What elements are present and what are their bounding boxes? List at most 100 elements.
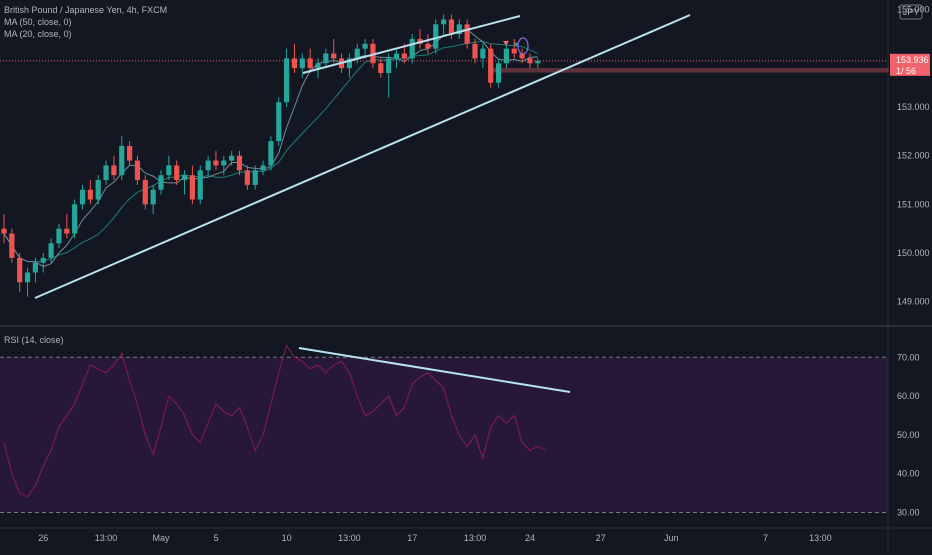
candle-body <box>346 58 352 69</box>
candle-body <box>9 233 15 258</box>
rsi-legend: RSI (14, close) <box>4 334 64 346</box>
price-tick-label: 149.000 <box>897 297 930 307</box>
candle-body <box>354 48 360 59</box>
candle-body <box>87 189 93 200</box>
candle-body <box>315 63 321 69</box>
rsi-band <box>0 357 888 513</box>
rsi-line <box>3 344 546 498</box>
marker-dot-icon <box>514 42 518 46</box>
candle-body <box>488 48 494 83</box>
candle-body <box>64 228 70 234</box>
time-tick-label: 26 <box>38 533 48 543</box>
current-price-tag <box>890 53 930 76</box>
time-tick-label: 13:00 <box>464 533 487 543</box>
candle-body <box>284 58 290 103</box>
time-tick-label: 27 <box>596 533 606 543</box>
candle-body <box>331 53 337 59</box>
rsi-axis[interactable]: 30.00 40.00 50.00 60.00 70.00 <box>897 352 920 517</box>
candle-body <box>323 53 329 64</box>
candle-body <box>236 155 243 171</box>
rsi-tick-label: 40.00 <box>897 469 920 479</box>
price-tick-label: 153.000 <box>897 102 930 112</box>
candle-body <box>378 63 384 73</box>
currency-badge[interactable] <box>899 4 923 20</box>
ma50-legend[interactable]: MA (50, close, 0) <box>4 17 72 27</box>
candle-body <box>519 53 525 59</box>
candle-body <box>386 58 392 73</box>
candle-body <box>480 48 486 59</box>
time-tick-label: 5 <box>213 533 218 543</box>
candle-body <box>433 24 439 49</box>
candle-body <box>189 175 195 200</box>
rsi-path <box>3 344 546 498</box>
candle-body <box>17 257 23 283</box>
candle-body <box>1 228 7 234</box>
candle-body <box>535 60 541 64</box>
candle-body <box>119 145 125 176</box>
candle-body <box>393 53 400 59</box>
candle-body <box>252 170 258 185</box>
candle-body <box>24 272 31 283</box>
candle-body <box>174 165 180 181</box>
ascending-trendline-support[interactable] <box>34 14 691 299</box>
candle-body <box>370 43 376 64</box>
price-tick-label: 151.000 <box>897 199 930 209</box>
candle-body <box>79 189 86 205</box>
candle-body <box>299 58 305 69</box>
candle-body <box>48 243 54 258</box>
candle-body <box>472 43 478 59</box>
currency-label: JPY <box>903 7 920 17</box>
time-tick-label: 17 <box>407 533 417 543</box>
candle-body <box>527 58 533 64</box>
rsi-tick-label: 30.00 <box>897 507 920 517</box>
candle-body <box>72 204 78 234</box>
rsi-tick-label: 70.00 <box>897 352 920 362</box>
candle-body <box>244 170 250 185</box>
candle-body <box>134 160 141 181</box>
candle-body <box>221 160 227 166</box>
support-zone[interactable] <box>490 68 889 73</box>
time-tick-label: 24 <box>525 533 535 543</box>
candle-body <box>95 180 101 200</box>
candle-body <box>276 102 282 142</box>
candle-body <box>103 165 109 181</box>
candle-body <box>111 165 117 176</box>
candle-body <box>448 19 455 35</box>
price-tick-label: 155.000 <box>897 5 930 15</box>
time-tick-label: Jun <box>664 533 679 543</box>
candle-body <box>205 160 211 171</box>
candle-body <box>213 160 219 166</box>
candle-body <box>456 24 462 35</box>
candle-body <box>511 48 517 54</box>
candle-body <box>158 175 164 190</box>
candle-body <box>425 43 431 49</box>
candle-body <box>32 262 38 273</box>
candle-body <box>150 189 156 205</box>
time-tick-label: 7 <box>763 533 768 543</box>
candle-body <box>464 24 470 44</box>
candles <box>1 14 541 297</box>
price-axis[interactable]: 149.000 150.000 151.000 152.000 153.000 155.0… <box>897 5 930 307</box>
candle-body <box>166 165 172 176</box>
time-tick-label: 13:00 <box>338 533 361 543</box>
candle-body <box>441 19 447 25</box>
highlight-ellipse[interactable] <box>517 37 529 55</box>
chart-title[interactable]: British Pound / Japanese Yen, 4h, FXCM <box>4 5 168 15</box>
rsi-divergence-trendline[interactable] <box>298 347 571 393</box>
candle-body <box>409 38 415 59</box>
rsi-legend-label[interactable]: RSI (14, close) <box>4 335 64 345</box>
ascending-trendline-resistance[interactable] <box>302 15 521 74</box>
ma20-legend[interactable]: MA (20, close, 0) <box>4 29 72 39</box>
candle-body <box>495 63 502 83</box>
candle-body <box>401 53 407 59</box>
candle-body <box>142 180 148 205</box>
zone-price-value: 1/ 56 <box>896 66 916 76</box>
candle-body <box>181 175 188 181</box>
candle-body <box>127 145 133 161</box>
price-tick-label: 150.000 <box>897 248 930 258</box>
time-axis[interactable]: 26 13:00 May 5 10 13:00 17 13:00 24 27 Jun 7 13:00 <box>38 533 831 543</box>
candle-body <box>229 155 235 161</box>
candle-body <box>362 43 368 49</box>
